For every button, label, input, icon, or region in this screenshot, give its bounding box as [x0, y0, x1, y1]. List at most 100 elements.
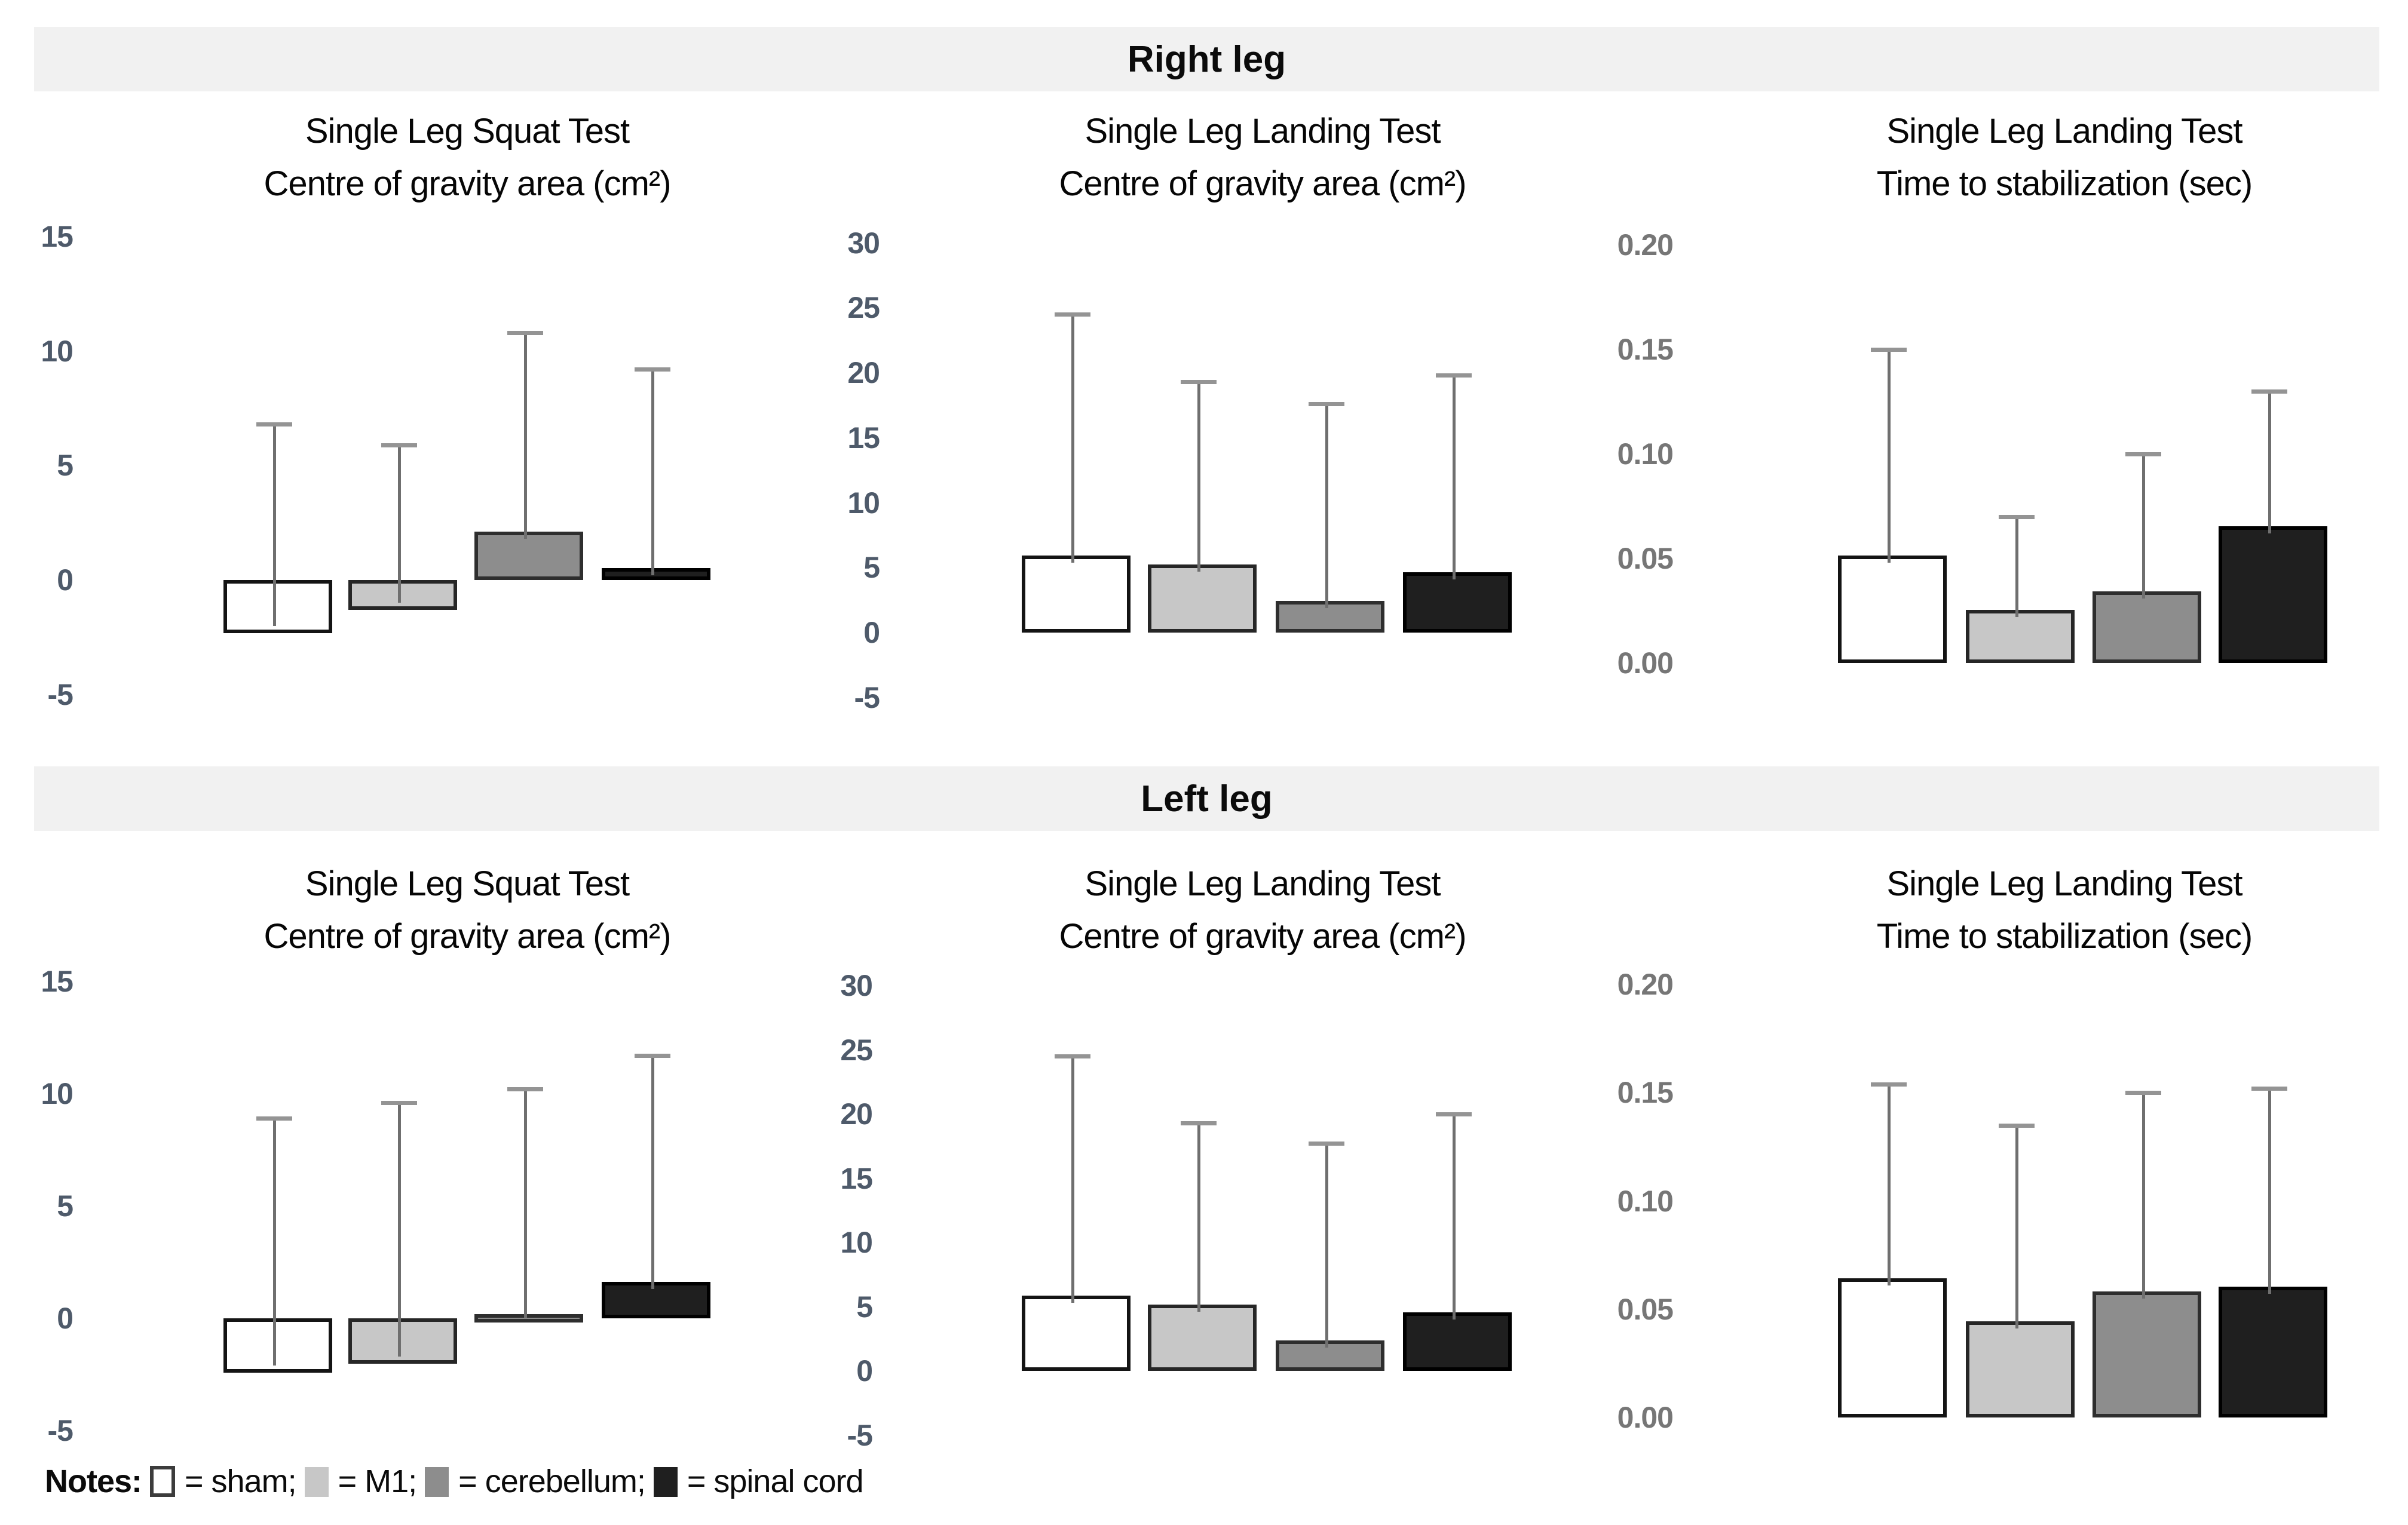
- y-tick-label: 5: [863, 551, 880, 585]
- error-bar-cap: [635, 367, 670, 372]
- error-bar-cap: [1999, 1123, 2035, 1128]
- chart-title-right-landing-cog: Single Leg Landing Test Centre of gravit…: [814, 105, 1711, 210]
- error-bar-cap: [507, 330, 543, 335]
- y-tick-label: 0.10: [1617, 437, 1674, 471]
- y-tick-label: 0: [57, 1302, 73, 1335]
- y-tick-label: 10: [41, 334, 73, 368]
- error-bar: [1888, 349, 1891, 563]
- bar-spinal-cord: [1403, 1312, 1512, 1371]
- legend-item-label: = cerebellum;: [458, 1463, 646, 1499]
- bar-M1: [1966, 1321, 2075, 1417]
- error-bar-cap: [2125, 452, 2161, 456]
- y-tick-label: -5: [854, 680, 880, 714]
- y-tick-label: -5: [47, 677, 73, 711]
- error-bar-cap: [1999, 515, 2035, 519]
- notes-label: Notes:: [45, 1463, 142, 1499]
- bar-cerebellum: [474, 531, 583, 580]
- error-bar-cap: [381, 443, 417, 447]
- bar-cerebellum: [2093, 1291, 2201, 1417]
- error-bar-cap: [1181, 1121, 1217, 1126]
- error-bar-cap: [1055, 312, 1090, 317]
- error-bar: [651, 1055, 654, 1290]
- bar-spinal-cord: [602, 568, 710, 580]
- notes-legend: Notes: = sham; = M1; = cerebellum; = spinal …: [45, 1461, 864, 1502]
- error-bar-cap: [1055, 1054, 1090, 1059]
- bar-sham: [1838, 1278, 1947, 1417]
- chart-title-left-squat-cog: Single Leg Squat Test Centre of gravity …: [19, 858, 915, 963]
- y-tick-label: 0: [57, 563, 73, 597]
- bar-M1: [1966, 610, 2075, 663]
- error-bar: [524, 1089, 527, 1318]
- bar-M1: [348, 1318, 457, 1364]
- error-bar: [398, 1103, 401, 1357]
- legend-swatch-M1: [304, 1467, 329, 1497]
- error-bar: [1071, 314, 1074, 563]
- error-bar-cap: [1871, 348, 1907, 352]
- error-bar-cap: [1181, 380, 1217, 385]
- error-bar: [1325, 1143, 1328, 1348]
- error-bar-cap: [1436, 1112, 1472, 1116]
- section-header-right-leg: Right leg: [34, 27, 2379, 91]
- y-tick-label: 15: [847, 421, 880, 455]
- error-bar-cap: [635, 1054, 670, 1058]
- y-tick-label: 0.05: [1617, 1292, 1674, 1326]
- bar-sham: [1838, 556, 1947, 663]
- y-tick-label: 0.15: [1617, 1076, 1674, 1110]
- error-bar: [1071, 1056, 1074, 1303]
- error-bar: [651, 369, 654, 576]
- error-bar: [1453, 1114, 1456, 1320]
- y-tick-label: 0.15: [1617, 333, 1674, 366]
- y-tick-label: 0.05: [1617, 542, 1674, 575]
- bar-cerebellum: [1276, 1340, 1384, 1371]
- bar-sham: [1022, 555, 1131, 633]
- chart-title-line: Single Leg Landing Test: [1886, 864, 2242, 903]
- error-bar: [2015, 1125, 2018, 1329]
- error-bar-cap: [1871, 1082, 1907, 1087]
- error-bar: [273, 424, 276, 626]
- chart-title-line: Single Leg Squat Test: [305, 112, 630, 151]
- bar-spinal-cord: [1403, 572, 1512, 633]
- notes-items: = sham; = M1; = cerebellum; = spinal cord: [142, 1463, 864, 1499]
- y-tick-label: 0.20: [1617, 968, 1674, 1001]
- y-tick-label: 0.00: [1617, 1401, 1674, 1434]
- y-tick-label: 15: [840, 1161, 873, 1195]
- chart-title-line: Single Leg Landing Test: [1084, 112, 1441, 151]
- error-bar: [524, 332, 527, 539]
- error-bar: [2015, 517, 2018, 617]
- y-tick-label: 0.00: [1617, 646, 1674, 680]
- error-bar-cap: [1309, 402, 1344, 407]
- bar-cerebellum: [474, 1314, 583, 1323]
- y-tick-label: 10: [840, 1226, 873, 1259]
- chart-title-line: Single Leg Landing Test: [1084, 864, 1441, 903]
- chart-title-line: Single Leg Squat Test: [305, 864, 630, 903]
- error-bar: [1197, 382, 1200, 572]
- legend-item-label: = spinal cord: [687, 1463, 864, 1499]
- y-tick-label: 5: [57, 1189, 73, 1223]
- chart-title-line: Time to stabilization (sec): [1876, 164, 2253, 203]
- section-header-label: Right leg: [1127, 39, 1286, 80]
- legend-item-label: = sham;: [185, 1463, 297, 1499]
- chart-title-line: Centre of gravity area (cm²): [264, 917, 671, 956]
- y-tick-label: 10: [847, 486, 880, 520]
- bar-spinal-cord: [602, 1282, 710, 1318]
- chart-title-line: Single Leg Landing Test: [1886, 112, 2242, 151]
- bar-sham: [223, 580, 332, 633]
- y-tick-label: 0.20: [1617, 228, 1674, 262]
- y-tick-label: 0.10: [1617, 1184, 1674, 1218]
- bar-cerebellum: [1276, 600, 1384, 633]
- error-bar: [2142, 454, 2145, 599]
- error-bar: [1888, 1084, 1891, 1285]
- error-bar-cap: [2251, 1087, 2287, 1091]
- error-bar: [2268, 391, 2271, 533]
- y-tick-label: 0: [863, 616, 880, 649]
- y-tick-label: 15: [41, 219, 73, 253]
- y-tick-label: -5: [847, 1418, 873, 1452]
- bar-cerebellum: [2093, 591, 2201, 663]
- error-bar-cap: [256, 422, 292, 427]
- y-tick-label: 25: [840, 1033, 873, 1067]
- chart-title-line: Centre of gravity area (cm²): [1059, 164, 1466, 203]
- y-tick-label: 20: [847, 356, 880, 389]
- chart-title-left-landing-cog: Single Leg Landing Test Centre of gravit…: [814, 858, 1711, 963]
- y-tick-label: 10: [41, 1077, 73, 1110]
- y-tick-label: 5: [57, 449, 73, 483]
